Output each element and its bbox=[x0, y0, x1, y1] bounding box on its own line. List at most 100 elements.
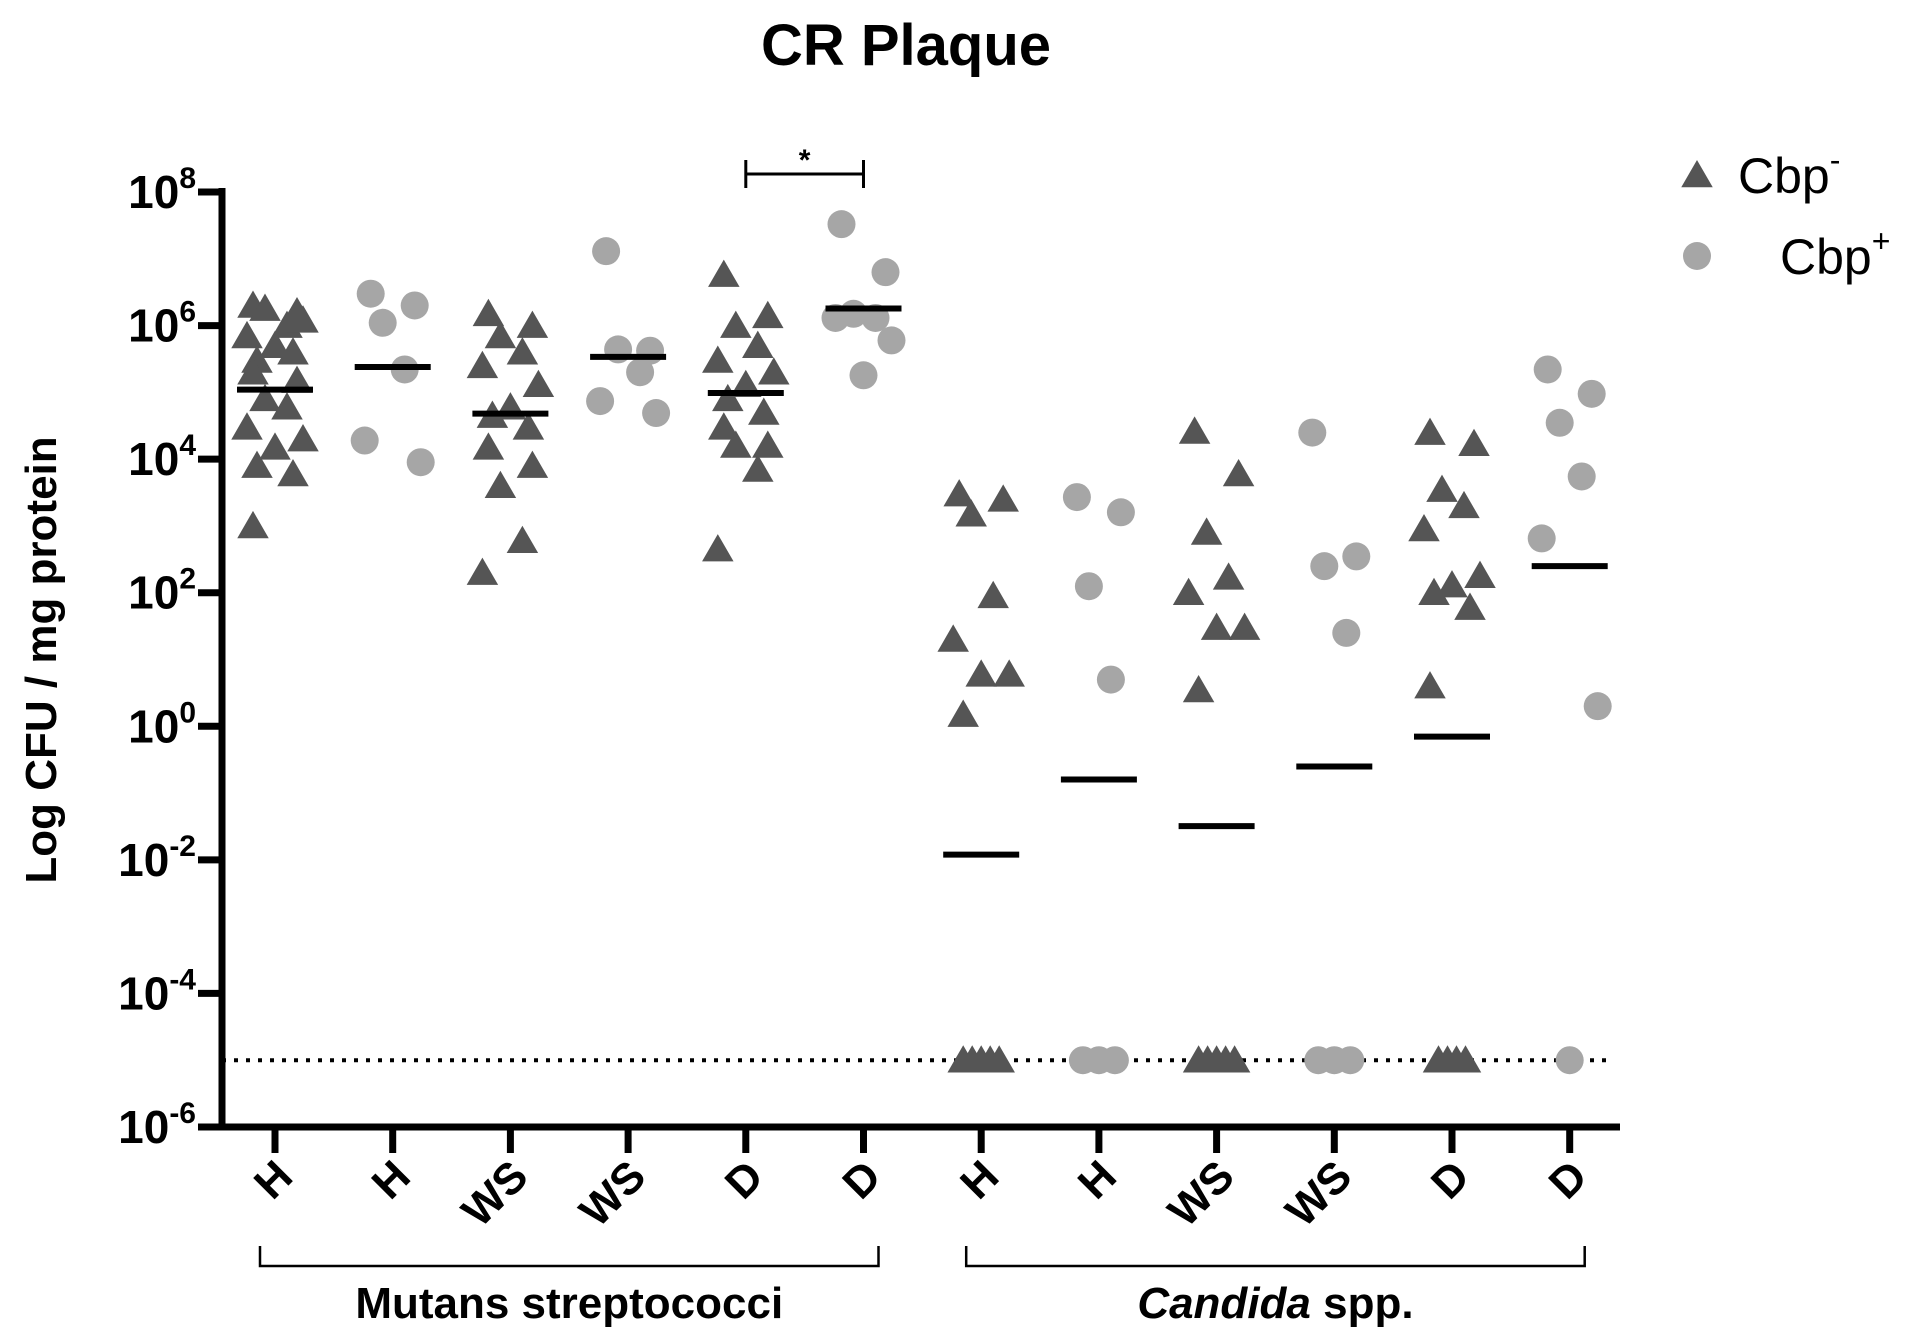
circle-point bbox=[1342, 542, 1371, 571]
legend-label-base: Cbp bbox=[1780, 229, 1872, 285]
y-tick-exponent: 8 bbox=[179, 162, 196, 195]
triangle-point bbox=[987, 484, 1019, 512]
y-tick-base: 10 bbox=[118, 1101, 169, 1153]
legend-label: Cbp+ bbox=[1780, 223, 1890, 285]
circle-point bbox=[400, 291, 429, 320]
legend-label-base: Cbp bbox=[1738, 148, 1830, 204]
triangle-point bbox=[937, 624, 969, 652]
y-tick-label: 10-6 bbox=[118, 1097, 196, 1153]
triangle-point bbox=[1212, 562, 1245, 590]
triangle-point bbox=[472, 298, 505, 327]
triangle-point bbox=[712, 383, 744, 412]
triangle-point bbox=[516, 310, 549, 338]
circle-point bbox=[1545, 408, 1574, 437]
circle-point bbox=[827, 210, 856, 239]
triangle-point bbox=[1182, 674, 1215, 703]
triangle-point bbox=[742, 454, 774, 482]
triangle-point bbox=[484, 320, 517, 349]
y-tick-label: 108 bbox=[128, 162, 196, 218]
triangle-point bbox=[983, 1045, 1015, 1073]
triangle-point bbox=[720, 310, 752, 338]
group-label-part: Mutans streptococci bbox=[355, 1279, 783, 1327]
circle-point bbox=[1310, 552, 1339, 581]
legend: Cbp- Cbp+ bbox=[1681, 142, 1890, 285]
triangle-point bbox=[1458, 428, 1490, 457]
y-tick-exponent: 6 bbox=[179, 296, 196, 329]
x-tick-label: H bbox=[951, 1151, 1008, 1208]
circle-point bbox=[849, 361, 878, 390]
triangle-point bbox=[237, 510, 269, 539]
group-brackets: Mutans streptococci Candida spp. bbox=[258, 1246, 1586, 1328]
triangle-point bbox=[702, 345, 734, 373]
y-tick-label: 102 bbox=[128, 563, 196, 619]
group-bracket bbox=[258, 1246, 880, 1268]
x-tick-label: H bbox=[363, 1151, 420, 1208]
triangle-point bbox=[1464, 560, 1496, 588]
triangle-point bbox=[758, 357, 790, 385]
triangle-point bbox=[237, 357, 269, 385]
triangle-point bbox=[1200, 612, 1233, 640]
x-tick-label: D bbox=[1422, 1151, 1479, 1208]
triangle-point bbox=[466, 557, 499, 585]
circle-point bbox=[871, 258, 900, 287]
circle-point bbox=[1100, 1046, 1129, 1075]
circle-point bbox=[877, 326, 906, 355]
group-label: Candida spp. bbox=[1137, 1279, 1413, 1327]
y-tick-label: 10-4 bbox=[118, 963, 196, 1019]
x-tick-label: WS bbox=[570, 1151, 655, 1236]
legend-label: Cbp- bbox=[1738, 142, 1840, 204]
y-tick-exponent: -4 bbox=[169, 963, 196, 996]
triangle-point bbox=[259, 432, 291, 460]
triangle-point bbox=[271, 392, 303, 420]
y-tick-exponent: -2 bbox=[169, 830, 196, 863]
group-label-part: Candida bbox=[1137, 1279, 1311, 1327]
triangle-point bbox=[259, 330, 291, 358]
triangle-point bbox=[1418, 577, 1450, 606]
circle-point bbox=[1577, 379, 1606, 408]
x-tick-label: D bbox=[833, 1151, 890, 1208]
y-tick-label: 10-2 bbox=[118, 830, 196, 886]
triangle-point bbox=[965, 659, 997, 687]
triangle-point bbox=[241, 450, 273, 478]
group-bracket bbox=[964, 1246, 1586, 1268]
circle-point bbox=[368, 308, 397, 337]
circle-point bbox=[1567, 462, 1596, 491]
triangle-point bbox=[1414, 671, 1446, 699]
x-tick-label: H bbox=[1069, 1151, 1126, 1208]
triangle-point bbox=[1449, 1045, 1482, 1073]
y-tick-exponent: 4 bbox=[179, 429, 196, 462]
y-tick-label: 104 bbox=[128, 429, 196, 485]
triangle-point bbox=[281, 365, 313, 393]
triangle-point bbox=[1408, 513, 1440, 542]
triangle-point bbox=[522, 369, 555, 398]
triangle-point bbox=[287, 424, 319, 452]
x-tick-label: WS bbox=[453, 1151, 538, 1236]
y-tick-base: 10 bbox=[118, 834, 169, 886]
x-tick-label: H bbox=[245, 1151, 302, 1208]
triangle-point bbox=[955, 499, 987, 527]
chart-title: CR Plaque bbox=[761, 13, 1051, 78]
y-tick-exponent: 0 bbox=[179, 696, 196, 729]
triangle-point bbox=[702, 534, 734, 562]
y-tick-base: 10 bbox=[128, 567, 179, 619]
triangle-point bbox=[708, 259, 740, 287]
triangle-point bbox=[231, 320, 263, 349]
triangle-point bbox=[277, 337, 309, 365]
y-tick-label: 100 bbox=[128, 696, 196, 752]
x-tick-label: D bbox=[1540, 1151, 1597, 1208]
y-tick-label: 106 bbox=[128, 296, 196, 352]
circle-point bbox=[356, 279, 385, 308]
legend-circle-marker bbox=[1683, 242, 1711, 270]
circle-point bbox=[406, 448, 435, 477]
triangle-point bbox=[1190, 517, 1223, 545]
significance-label: * bbox=[799, 144, 811, 177]
y-tick-base: 10 bbox=[128, 433, 179, 485]
triangle-point bbox=[472, 432, 505, 460]
triangle-point bbox=[720, 430, 752, 458]
triangle-point bbox=[1218, 1045, 1251, 1073]
triangle-point bbox=[1426, 474, 1458, 502]
circle-point bbox=[1062, 483, 1091, 512]
x-tick-label: WS bbox=[1159, 1151, 1244, 1236]
